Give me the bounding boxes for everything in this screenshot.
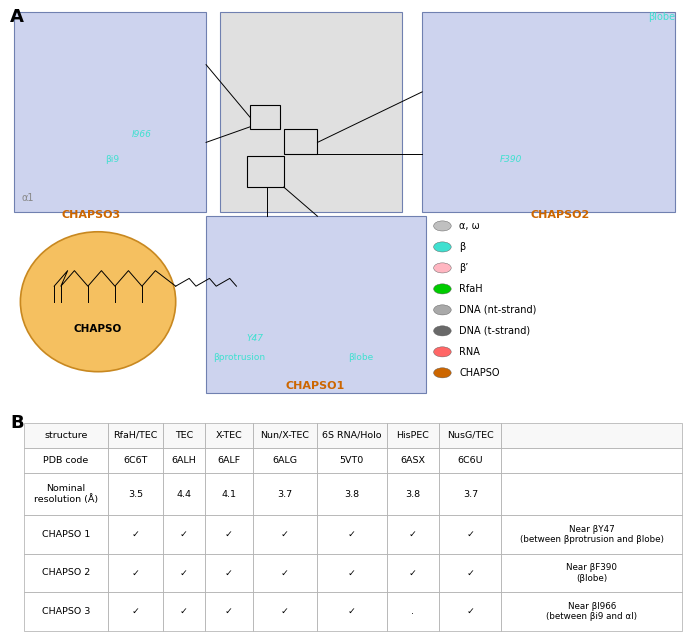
Text: α, ω: α, ω <box>460 221 480 231</box>
FancyBboxPatch shape <box>220 12 402 212</box>
FancyBboxPatch shape <box>422 12 675 212</box>
Text: DNA (t-strand): DNA (t-strand) <box>460 326 531 336</box>
Text: I966: I966 <box>132 129 152 138</box>
Text: F390: F390 <box>500 155 522 164</box>
Text: DNA (nt-strand): DNA (nt-strand) <box>460 305 537 315</box>
Text: CHAPSO1: CHAPSO1 <box>286 381 345 391</box>
Text: CHAPSO3: CHAPSO3 <box>62 210 121 220</box>
Text: A: A <box>10 8 24 26</box>
Text: βlobe: βlobe <box>648 12 675 22</box>
Text: β: β <box>460 242 466 252</box>
Text: βprotrusion: βprotrusion <box>213 353 265 362</box>
Text: Y47: Y47 <box>247 334 264 343</box>
Text: α1: α1 <box>22 192 34 203</box>
Circle shape <box>433 305 451 315</box>
Text: CHAPSO2: CHAPSO2 <box>531 210 590 220</box>
Circle shape <box>433 221 451 231</box>
FancyBboxPatch shape <box>206 216 426 393</box>
Circle shape <box>433 326 451 336</box>
FancyBboxPatch shape <box>14 12 206 212</box>
Circle shape <box>433 242 451 252</box>
Circle shape <box>433 263 451 273</box>
Circle shape <box>433 347 451 357</box>
Text: βlobe: βlobe <box>348 353 373 362</box>
Text: CHAPSO: CHAPSO <box>460 368 500 378</box>
Text: βi9: βi9 <box>105 155 119 164</box>
Circle shape <box>433 368 451 378</box>
Text: RNA: RNA <box>460 347 480 357</box>
Text: RfaH: RfaH <box>460 284 483 294</box>
Text: CHAPSO: CHAPSO <box>74 324 122 334</box>
Text: B: B <box>10 414 24 432</box>
Text: β’: β’ <box>460 263 469 273</box>
Circle shape <box>433 284 451 294</box>
Ellipse shape <box>21 232 176 371</box>
